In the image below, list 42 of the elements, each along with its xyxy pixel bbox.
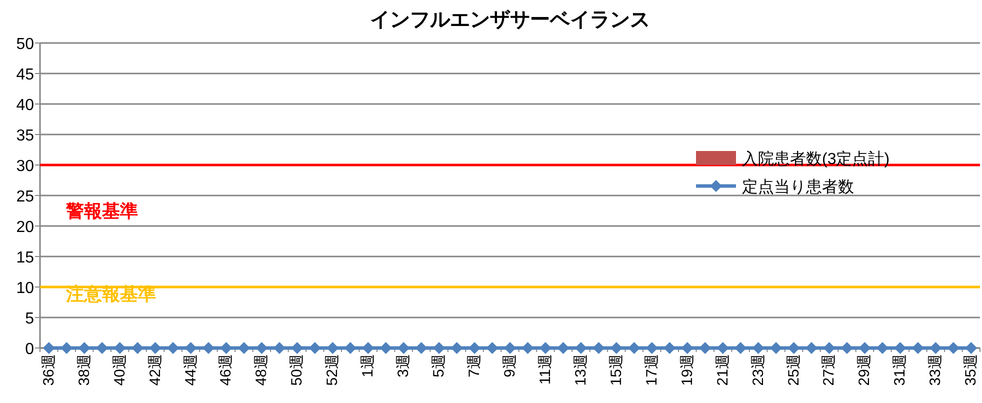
x-tick-label: 46週 [218,354,235,386]
x-tick-label: 13週 [572,354,590,386]
y-tick-label: 20 [16,219,34,236]
x-tick-label: 21週 [714,354,732,386]
x-tick-label: 25週 [785,354,802,386]
x-tick-label: 36週 [40,354,58,386]
x-tick-label: 33週 [927,354,944,386]
x-tick-label: 29週 [856,354,874,386]
legend-label: 定点当り患者数 [742,178,854,196]
x-tick-label: 7週 [466,354,484,378]
x-tick-label: 27週 [820,354,838,386]
x-tick-label: 9週 [502,354,518,378]
x-tick-label: 17週 [643,354,660,386]
x-tick-label: 11週 [536,354,554,385]
y-tick-label: 25 [16,188,34,206]
x-tick-label: 42週 [146,354,164,386]
y-tick-label: 45 [16,66,34,84]
x-tick-label: 1週 [360,354,377,378]
x-tick-label: 52週 [324,354,342,386]
x-tick-label: 19週 [678,354,696,386]
y-tick-label: 40 [16,97,34,114]
x-tick-label: 35週 [962,354,980,386]
x-tick-label: 38週 [76,354,93,386]
x-tick-label: 31週 [892,354,909,386]
x-tick-label: 15週 [608,354,625,386]
legend-label: 入院患者数(3定点計) [742,150,890,168]
x-tick-label: 23週 [750,354,767,386]
x-tick-label: 3週 [395,354,412,378]
x-tick-label: 48週 [253,354,270,386]
x-tick-label: 5週 [430,354,448,378]
x-tick-label: 50週 [288,354,306,386]
y-tick-label: 0 [25,341,34,358]
chart-title: インフルエンザサーベイランス [370,9,650,31]
y-tick-label: 5 [25,310,34,328]
y-tick-label: 30 [16,158,34,175]
x-tick-label: 44週 [182,354,200,386]
y-tick-label: 50 [16,36,34,53]
y-tick-label: 35 [16,128,34,144]
y-tick-label: 10 [16,280,34,297]
y-tick-label: 15 [16,250,34,266]
x-tick-label: 40週 [111,354,128,386]
ref-line-label: 警報基準 [65,201,138,221]
